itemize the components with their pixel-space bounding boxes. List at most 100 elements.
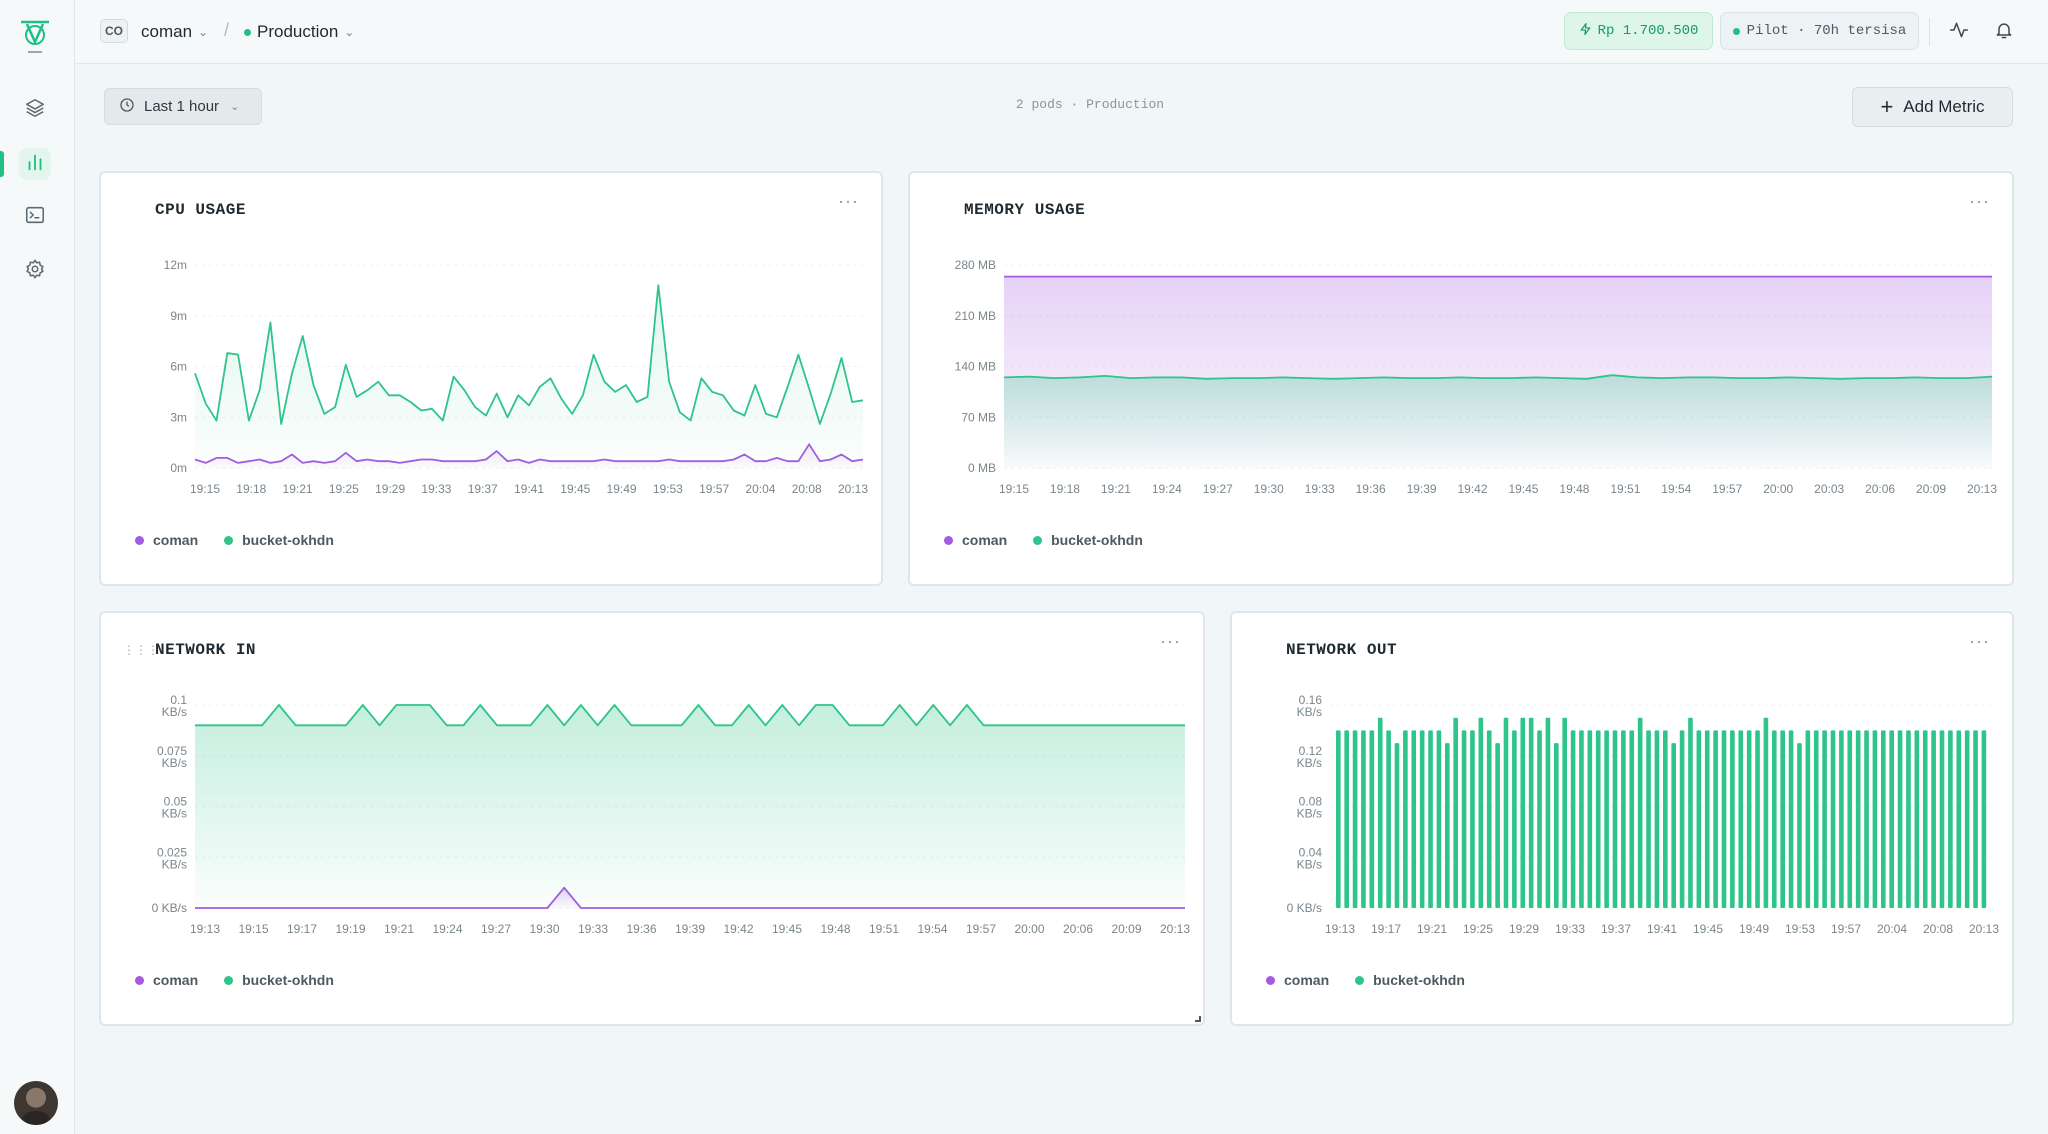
x-tick-label: 20:13	[1967, 482, 1997, 496]
x-tick-label: 19:41	[1647, 922, 1677, 936]
x-tick-label: 19:13	[190, 922, 220, 936]
plan-status-dot	[1732, 27, 1740, 35]
bar	[1654, 730, 1660, 908]
bar	[1369, 730, 1375, 908]
bar	[1478, 717, 1484, 908]
activity-button[interactable]	[1943, 16, 1975, 48]
environment-switcher[interactable]: Production ⌄	[244, 22, 354, 42]
x-tick-label: 20:04	[745, 482, 775, 496]
x-tick-label: 19:53	[653, 482, 683, 496]
x-tick-label: 19:30	[1254, 482, 1284, 496]
x-tick-label: 19:19	[335, 922, 365, 936]
bar	[1411, 730, 1417, 908]
org-switcher[interactable]: coman ⌄	[141, 22, 208, 42]
bar	[1746, 730, 1752, 908]
bar	[1788, 730, 1794, 908]
bar	[1721, 730, 1727, 908]
legend-label: coman	[1284, 972, 1330, 988]
legend-item-bucket-okhdn[interactable]: bucket-okhdn	[1355, 972, 1465, 988]
bar	[1344, 730, 1349, 908]
sidebar-item-settings[interactable]	[19, 255, 51, 287]
x-tick-label: 19:45	[772, 922, 802, 936]
series-line	[194, 284, 864, 425]
x-tick-label: 19:17	[1371, 922, 1401, 936]
y-tick-label: 0.075	[157, 744, 187, 758]
x-tick-label: 19:51	[1610, 482, 1640, 496]
y-tick-label: 0.12	[1299, 744, 1323, 758]
legend-item-coman[interactable]: coman	[135, 532, 198, 548]
bar	[1562, 717, 1567, 908]
x-tick-label: 19:51	[869, 922, 899, 936]
bar	[1839, 730, 1844, 908]
more-options-icon[interactable]: ···	[1969, 191, 1990, 211]
plan-badge[interactable]: Pilot · 70h tersisa	[1720, 12, 1919, 50]
bar	[1872, 730, 1878, 908]
sidebar-item-layers[interactable]	[19, 94, 51, 126]
resize-handle[interactable]	[1195, 1016, 1201, 1022]
legend-label: coman	[153, 532, 199, 548]
y-tick-label: 0 KB/s	[1287, 901, 1322, 915]
bar	[1671, 743, 1676, 908]
time-range-label: Last 1 hour	[144, 98, 220, 115]
bar	[1386, 730, 1391, 908]
sidebar-item-metrics[interactable]	[19, 148, 51, 180]
legend-item-coman[interactable]: coman	[1266, 972, 1329, 988]
x-tick-label: 19:36	[626, 922, 656, 936]
more-options-icon[interactable]: ···	[1160, 631, 1181, 651]
y-tick-label: 0.025	[157, 845, 187, 859]
balance-badge[interactable]: Rp 1.700.500	[1564, 12, 1713, 50]
y-tick-label: KB/s	[162, 807, 187, 821]
chart-legend: coman bucket-okhdn	[135, 532, 334, 548]
bar	[1981, 730, 1987, 908]
avatar[interactable]	[14, 1081, 58, 1125]
top-bar: CO coman ⌄ / Production ⌄ Rp 1.700.500 P…	[75, 0, 2048, 64]
x-tick-label: 19:17	[287, 922, 317, 936]
x-tick-label: 20:13	[1969, 922, 1999, 936]
bar	[1730, 730, 1735, 908]
x-tick-label: 19:29	[1509, 922, 1539, 936]
bar	[1855, 730, 1861, 908]
time-range-select[interactable]: Last 1 hour ⌄	[104, 88, 262, 125]
bar	[1428, 730, 1433, 908]
x-tick-label: 19:57	[966, 922, 996, 936]
bar	[1537, 730, 1542, 908]
network-in-card: ⋮⋮⋮ NETWORK IN ··· 0 KB/s 0.025 KB/s 0.05 KB…	[99, 611, 1205, 1026]
cpu-usage-chart: 0m 3m 6m 9m 12m 19:15 19:18 19:21 19:25 19:29 19:3…	[164, 258, 869, 496]
bar	[1621, 730, 1626, 908]
bar	[1629, 730, 1635, 908]
legend-item-bucket-okhdn[interactable]: bucket-okhdn	[224, 532, 334, 548]
series-line	[1003, 374, 1993, 380]
chevron-down-icon: ⌄	[230, 101, 240, 113]
bar	[1813, 730, 1819, 908]
bar	[1772, 730, 1777, 908]
x-tick-label: 19:15	[238, 922, 268, 936]
app-logo-icon[interactable]	[18, 18, 52, 58]
bar	[1847, 730, 1853, 908]
bar	[1612, 730, 1618, 908]
memory-usage-card: MEMORY USAGE ··· 0 MB 70 MB 140 MB 210 MB 28…	[908, 171, 2014, 586]
bar	[1520, 717, 1526, 908]
more-options-icon[interactable]: ···	[1969, 631, 1990, 651]
drag-handle-icon[interactable]: ⋮⋮⋮	[123, 643, 159, 657]
more-options-icon[interactable]: ···	[838, 191, 859, 211]
sidebar-item-terminal[interactable]	[19, 201, 51, 233]
bar-chart-icon	[24, 151, 46, 178]
notifications-button[interactable]	[1988, 16, 2020, 48]
environment-status-dot	[244, 28, 251, 36]
memory-usage-chart: 0 MB 70 MB 140 MB 210 MB 280 MB 19:15 19:18 19:…	[955, 258, 1998, 496]
x-tick-label: 20:08	[1923, 922, 1953, 936]
series-line	[195, 704, 1185, 727]
bar	[1604, 730, 1609, 908]
legend-item-coman[interactable]: coman	[944, 532, 1007, 548]
add-metric-button[interactable]: + Add Metric	[1852, 87, 2013, 127]
network-out-card: NETWORK OUT ··· 0 KB/s 0.04 KB/s 0.08 KB/s 0.…	[1230, 611, 2014, 1026]
x-tick-label: 19:21	[1417, 922, 1447, 936]
legend-item-bucket-okhdn[interactable]: bucket-okhdn	[1033, 532, 1143, 548]
y-tick-label: KB/s	[1297, 807, 1322, 821]
x-tick-label: 20:09	[1111, 922, 1141, 936]
legend-item-bucket-okhdn[interactable]: bucket-okhdn	[224, 972, 334, 988]
cpu-usage-card: CPU USAGE ··· 0m 3m 6m 9m 12m 19:15 19:18 19:21…	[99, 171, 883, 586]
balance-amount: Rp 1.700.500	[1597, 23, 1699, 39]
legend-item-coman[interactable]: coman	[135, 972, 198, 988]
network-in-chart: 0 KB/s0.025KB/s0.05KB/s0.075KB/s0.1KB/s1…	[152, 693, 1191, 936]
